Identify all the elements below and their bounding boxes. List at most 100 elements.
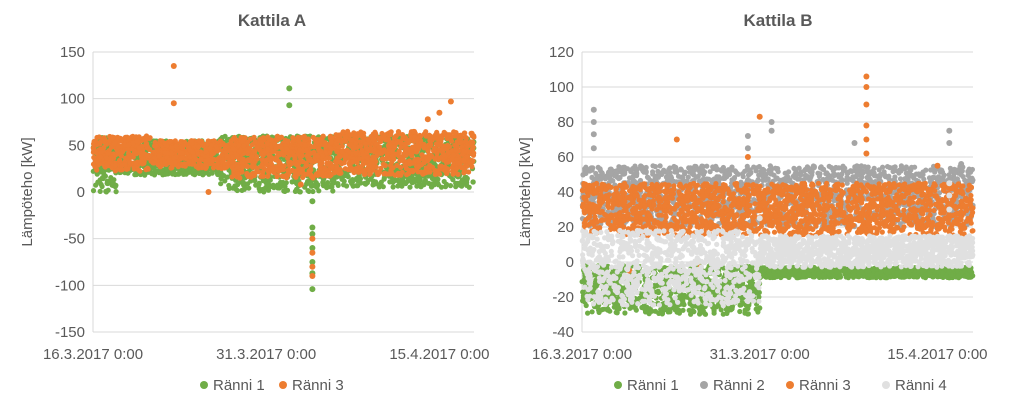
data-point [611,304,617,310]
data-point [396,148,402,154]
data-point [738,302,744,308]
data-point [306,188,312,194]
data-point [661,306,668,312]
data-point [195,165,201,171]
data-point [350,183,356,189]
data-point [465,143,471,149]
data-point [373,131,379,137]
data-point [352,132,359,139]
data-point [260,135,266,141]
data-point [457,140,463,146]
data-point [230,146,236,152]
data-point [339,176,345,182]
data-point [104,162,110,168]
data-point [437,171,443,177]
data-point [453,147,459,153]
data-point [254,154,260,160]
data-point [142,172,148,178]
data-point [215,165,221,171]
data-point [426,155,432,161]
data-point [450,170,456,176]
data-point [444,142,451,148]
data-point [281,173,287,179]
data-point [330,188,336,194]
data-point [181,161,188,167]
data-point [179,150,185,156]
data-point [418,184,424,190]
data-point [471,133,477,139]
data-point [408,150,414,157]
data-point [102,138,108,144]
data-point [183,171,189,177]
data-point [392,144,398,150]
data-point [164,167,170,173]
data-point [404,172,410,178]
data-point [133,160,139,167]
y-tick-label: 60 [557,149,574,166]
data-point [110,135,116,141]
data-point [446,132,452,138]
outlier-point [447,98,454,105]
data-point [97,188,103,194]
data-point [224,174,230,180]
data-point [235,171,241,177]
data-point [132,172,138,178]
data-point [398,172,404,178]
data-point [317,162,323,168]
data-point [252,139,258,145]
data-point [335,137,341,143]
data-point [230,136,236,142]
data-point [357,132,364,138]
data-point [115,134,121,140]
data-point [156,153,162,159]
data-point [274,154,280,160]
series-1 [90,85,477,293]
data-point [210,165,217,171]
outlier-point [309,224,316,231]
data-point [270,182,276,188]
data-point [416,163,422,169]
data-point [382,136,388,143]
data-point [268,158,274,164]
data-point [324,173,330,179]
data-point [112,162,118,168]
data-point [209,170,215,176]
data-point [195,144,201,150]
data-point [678,293,684,299]
data-point [361,168,367,174]
data-point [231,167,237,173]
data-point [427,162,433,169]
data-point [169,145,175,151]
data-point [97,139,103,145]
data-point [90,188,97,194]
data-point [322,166,328,172]
data-point [290,135,296,141]
data-point [256,180,262,186]
data-point [98,154,104,160]
y-axis-label: Lämpöteho [kW] [517,137,534,246]
data-point [205,157,212,163]
y-tick-label: 40 [557,184,574,201]
data-point [410,169,416,175]
data-point [308,183,314,189]
outlier-point [170,63,177,69]
data-point [349,167,355,173]
data-point [362,180,368,186]
data-point [274,173,280,179]
data-point [285,167,292,173]
y-tick-label: 20 [557,219,574,236]
y-tick-label: 80 [557,114,574,131]
data-point [190,149,196,155]
data-point [260,178,266,184]
data-point [261,150,267,156]
data-point [296,189,302,195]
data-point [119,162,125,168]
data-point [448,138,455,144]
data-point [292,188,298,194]
data-point [234,152,240,158]
data-point [580,298,586,304]
data-point [308,158,314,164]
outlier-point [309,273,316,279]
data-point [103,188,109,194]
data-point [380,184,386,190]
